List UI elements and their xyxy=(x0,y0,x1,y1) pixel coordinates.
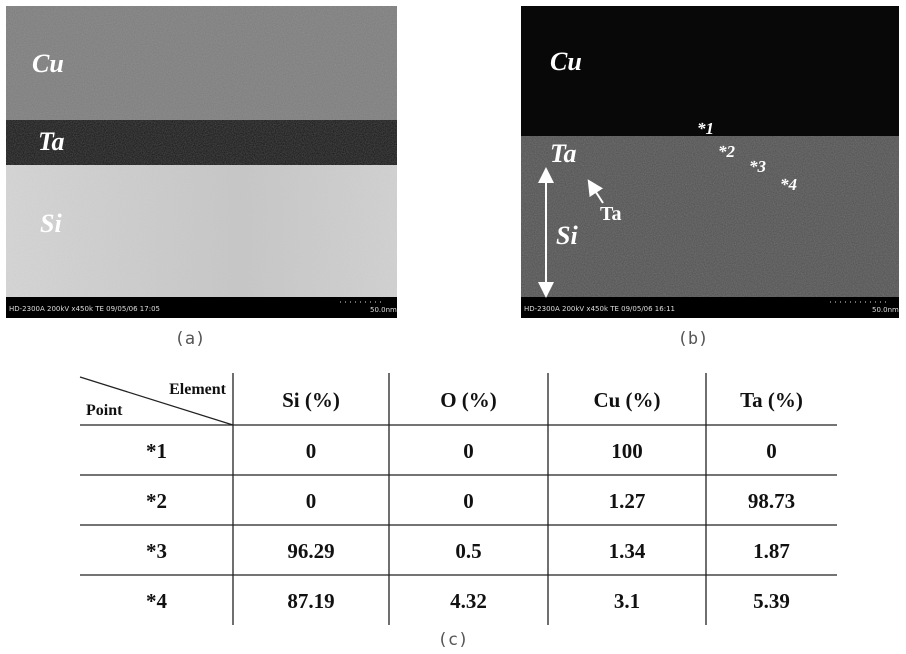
column-header: Cu (%) xyxy=(593,388,660,412)
footer: HD-2300A 200kV x450k TE 09/05/06 16:11 xyxy=(524,305,675,313)
point-label: *3 xyxy=(749,157,767,176)
column-header: O (%) xyxy=(440,388,497,412)
label: Ta xyxy=(550,139,577,168)
cell: 96.29 xyxy=(287,539,334,563)
row-header: *1 xyxy=(146,439,167,463)
column-header: Ta (%) xyxy=(740,388,803,412)
cell: 0 xyxy=(306,439,317,463)
scale: 50.0nm xyxy=(370,306,397,314)
caption: (a) xyxy=(175,329,206,349)
cell: 0.5 xyxy=(455,539,481,563)
caption: (b) xyxy=(678,329,709,349)
figure: Cu Ta Si HD-2300A 200kV x450k TE 09/05/0… xyxy=(0,0,906,654)
page: Cu Ta Si HD-2300A 200kV x450k TE 09/05/0… xyxy=(0,0,906,654)
corner-header: Element xyxy=(169,381,227,398)
cell: 0 xyxy=(463,439,474,463)
cell: 3.1 xyxy=(614,589,640,613)
cell: 98.73 xyxy=(748,489,795,513)
point-label: *4 xyxy=(780,175,797,194)
row-header: *2 xyxy=(146,489,167,513)
cell: 4.32 xyxy=(450,589,487,613)
cell: 1.34 xyxy=(609,539,646,563)
label: Cu xyxy=(550,47,582,76)
cell: 1.87 xyxy=(753,539,790,563)
table: Element Point (c) Si (%) O (%) Cu (%) Ta (%… xyxy=(80,373,837,650)
cell: 100 xyxy=(611,439,643,463)
row-header: *4 xyxy=(146,589,168,613)
cell: 1.27 xyxy=(609,489,646,513)
label: Ta xyxy=(38,127,65,156)
cell: 0 xyxy=(766,439,777,463)
label: Si xyxy=(556,221,578,250)
label: Ta xyxy=(600,203,622,225)
scale: 50.0nm xyxy=(872,306,899,314)
micrograph-b: Cu Ta Si Ta *1 *2 *3 *4 HD-2300A 200kV x… xyxy=(521,6,899,349)
footer: HD-2300A 200kV x450k TE 09/05/06 17:05 xyxy=(9,305,160,313)
row-header: *3 xyxy=(146,539,167,563)
corner-header: Point xyxy=(86,402,123,419)
micrograph-a: Cu Ta Si HD-2300A 200kV x450k TE 09/05/0… xyxy=(6,6,397,349)
cell: 5.39 xyxy=(753,589,790,613)
cell: 0 xyxy=(306,489,317,513)
cell: 0 xyxy=(463,489,474,513)
column-header: Si (%) xyxy=(282,388,340,412)
cell: 87.19 xyxy=(287,589,334,613)
point-label: *2 xyxy=(718,142,736,161)
label: Cu xyxy=(32,49,64,78)
label: Si xyxy=(40,209,62,238)
point-label: *1 xyxy=(697,119,714,138)
caption: (c) xyxy=(438,630,469,650)
